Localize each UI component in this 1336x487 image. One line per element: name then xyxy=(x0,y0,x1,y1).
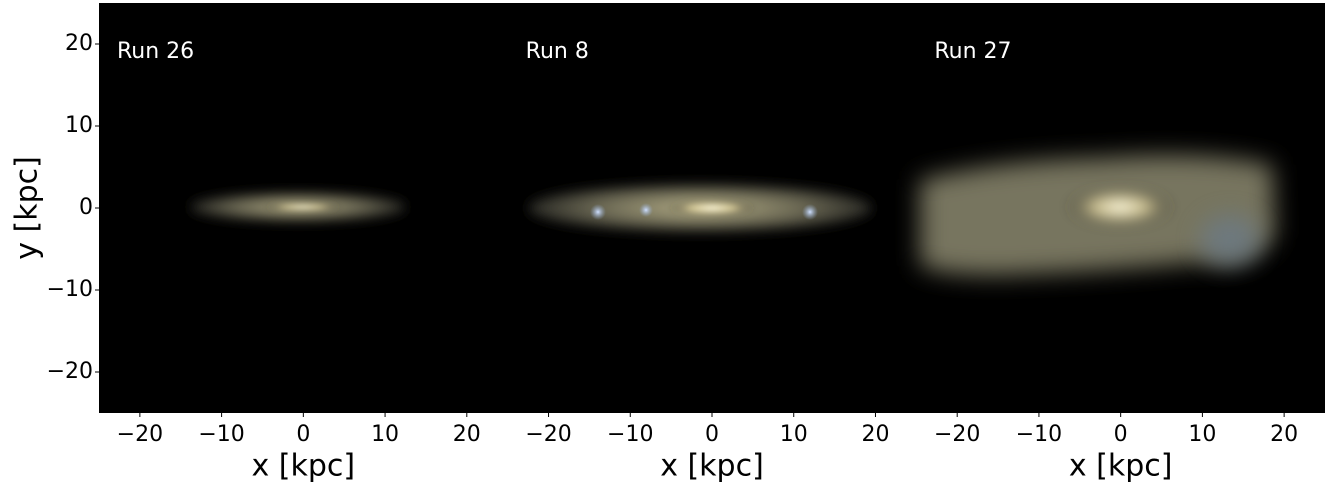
x-tick-label: 20 xyxy=(1270,422,1298,447)
x-tick-label: 10 xyxy=(780,422,808,447)
galaxy-run-8 xyxy=(528,184,872,232)
y-tick-label: 0 xyxy=(79,195,93,220)
galaxy-run-27 xyxy=(920,155,1275,275)
x-axis-label: x [kpc] xyxy=(660,449,764,484)
x-tick-label: 0 xyxy=(1114,422,1128,447)
y-tick-label: −20 xyxy=(47,359,93,384)
x-tick-label: −20 xyxy=(934,422,980,447)
x-tick-label: 10 xyxy=(371,422,399,447)
y-tick-label: −10 xyxy=(47,277,93,302)
x-tick-label: 0 xyxy=(705,422,719,447)
panel-title: Run 8 xyxy=(526,39,589,64)
x-tick-label: −10 xyxy=(607,422,653,447)
y-tick-label: 10 xyxy=(65,113,93,138)
galaxy-run-26 xyxy=(190,193,406,221)
x-tick-label: 0 xyxy=(296,422,310,447)
panel-title: Run 27 xyxy=(934,39,1011,64)
x-tick-label: 20 xyxy=(453,422,481,447)
x-tick-label: −20 xyxy=(117,422,163,447)
x-tick-label: −20 xyxy=(525,422,571,447)
x-tick-label: 10 xyxy=(1188,422,1216,447)
panel-title: Run 26 xyxy=(117,39,194,64)
x-tick-label: −10 xyxy=(1016,422,1062,447)
y-axis-label: y [kpc] xyxy=(10,156,45,260)
x-tick-label: 20 xyxy=(861,422,889,447)
x-axis-label: x [kpc] xyxy=(1069,449,1173,484)
x-tick-label: −10 xyxy=(198,422,244,447)
x-axis-label: x [kpc] xyxy=(252,449,356,484)
y-tick-label: 20 xyxy=(65,31,93,56)
